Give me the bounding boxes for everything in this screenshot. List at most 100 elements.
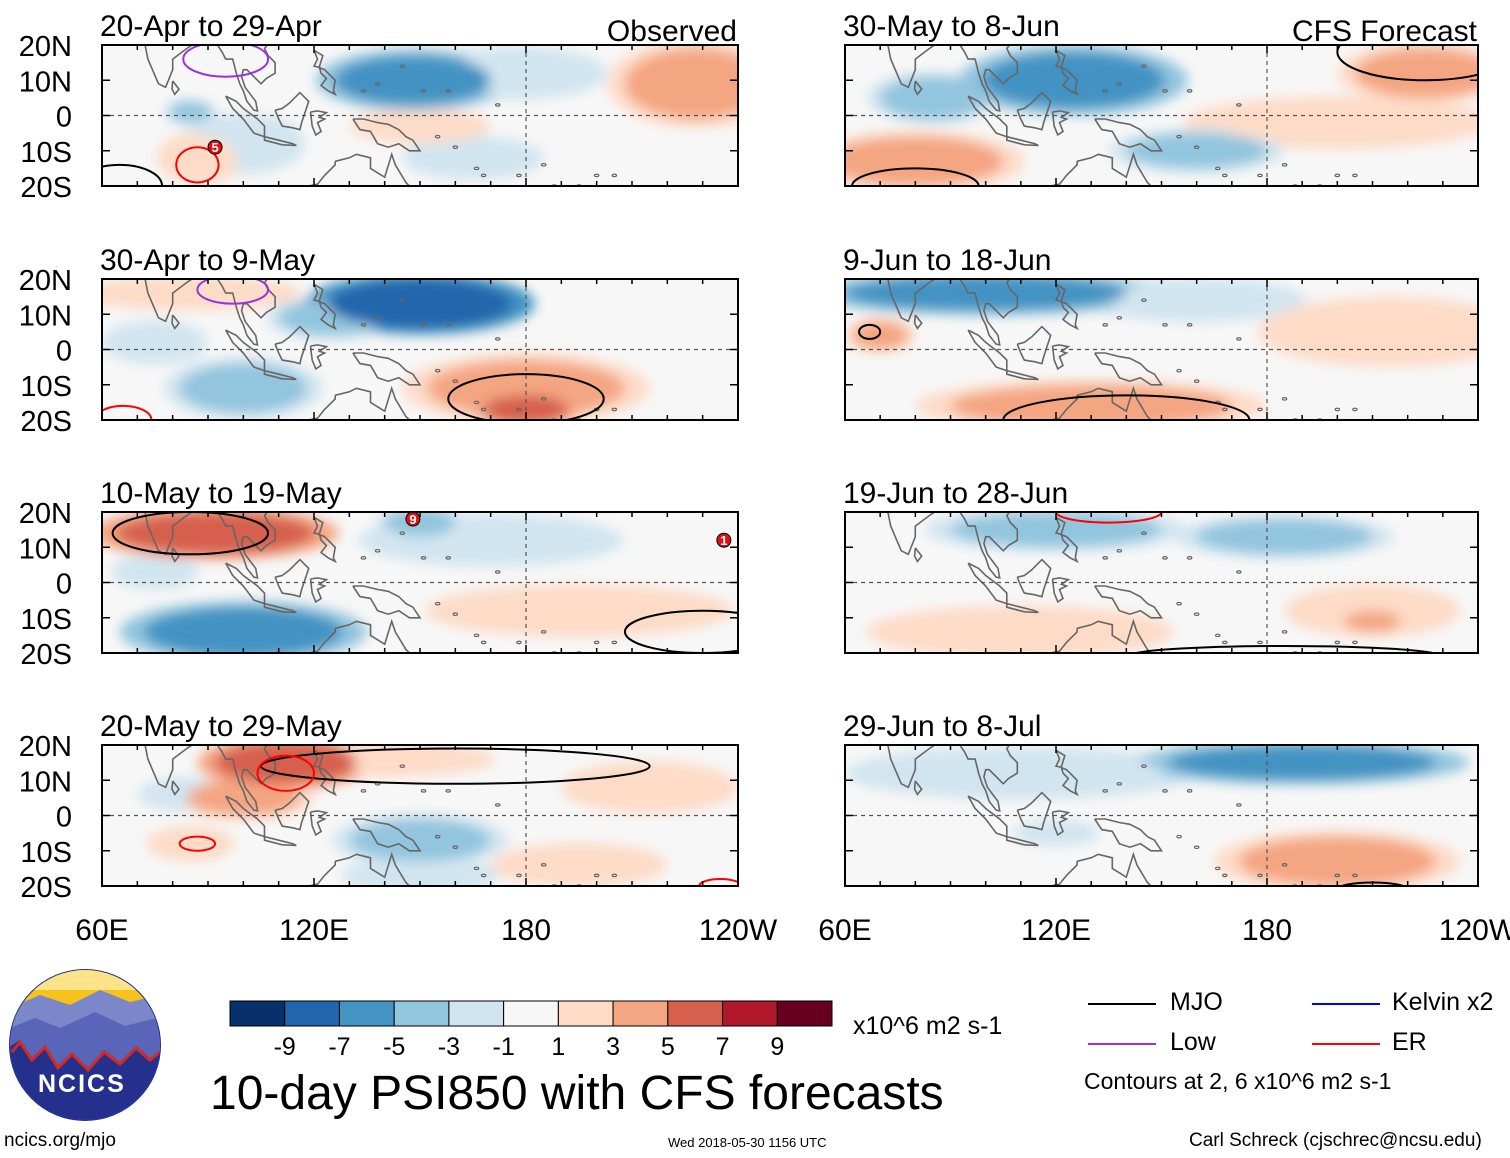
y-tick-label: 0 [56, 336, 72, 368]
coastline [216, 512, 276, 579]
island [540, 630, 547, 634]
anomaly-blob [455, 589, 703, 632]
coastline [1016, 91, 1052, 131]
colorbar-swatch [776, 1000, 833, 1027]
coastline [1054, 49, 1079, 97]
coastline [309, 110, 329, 137]
logo-temperature-line [10, 1039, 160, 1073]
island [1186, 556, 1193, 560]
coastline [1046, 161, 1078, 186]
island [473, 400, 480, 405]
x-tick-label: 120E [1021, 914, 1091, 947]
coastline [335, 851, 410, 886]
anomaly-blob [1214, 101, 1461, 144]
panel-left-1: 30-Apr to 9-May [100, 244, 739, 421]
coastline [913, 780, 923, 796]
colorbar-swatch [338, 1000, 395, 1027]
coastline [309, 577, 329, 604]
island [399, 298, 406, 302]
island [1236, 337, 1242, 341]
island [420, 323, 427, 327]
island [480, 873, 487, 878]
panel-title: 30-May to 8-Jun [843, 10, 1060, 43]
coastline [274, 558, 310, 598]
island [1102, 323, 1109, 327]
coastline [225, 329, 266, 372]
anomaly-blob [852, 321, 909, 350]
coastline [1046, 861, 1078, 886]
anomaly-blob [982, 52, 1166, 109]
island [1222, 873, 1228, 878]
island [1162, 323, 1168, 327]
island [1162, 89, 1168, 93]
colorbar-swatch [284, 1000, 340, 1027]
island [1281, 863, 1288, 867]
coastline [887, 745, 937, 789]
island [1176, 601, 1182, 606]
anomaly-blob [950, 512, 1162, 548]
island [1116, 548, 1123, 553]
coastline [913, 314, 923, 330]
island [540, 397, 547, 401]
island [576, 184, 582, 186]
panel-ticks [101, 44, 739, 187]
coastlines [887, 512, 1358, 653]
anomaly-field [845, 745, 1470, 886]
coastlines [887, 279, 1358, 420]
y-tick-label: 20N [19, 731, 72, 763]
island [1334, 873, 1341, 878]
coastline [1054, 283, 1079, 331]
legend-line-low [1088, 1043, 1156, 1045]
colorbar-swatch [503, 1000, 559, 1027]
logo-text: NCICS [38, 1070, 126, 1098]
panel-right-1: 9-Jun to 18-Jun [843, 244, 1479, 421]
colorbar-tick-label: -5 [383, 1033, 405, 1061]
island [473, 166, 480, 171]
y-tick-label: 10S [20, 371, 72, 403]
island [540, 863, 547, 867]
panel-title: 10-May to 19-May [100, 477, 342, 510]
coastline [967, 795, 1008, 838]
island [434, 368, 441, 373]
x-tick-label: 60E [75, 914, 128, 947]
island [360, 323, 367, 327]
island [1352, 407, 1358, 412]
island [1176, 134, 1182, 139]
colorbar-tick-label: -1 [493, 1033, 515, 1061]
legend-line-er [1312, 1043, 1380, 1045]
island [445, 323, 452, 327]
island [611, 873, 618, 878]
island [452, 845, 459, 850]
y-tick-label: 10S [20, 604, 72, 636]
island [1176, 834, 1182, 839]
anomaly-blob [1284, 303, 1478, 361]
coastline [216, 279, 276, 346]
tropical-cyclone-icon: 5 [207, 139, 223, 155]
panel-right-2: 19-Jun to 28-Jun [843, 477, 1479, 654]
coastline [1051, 344, 1071, 371]
coastline [144, 745, 194, 789]
contour-er [256, 754, 316, 792]
coastline [312, 516, 337, 564]
coastline [216, 45, 276, 112]
anomaly-blob [1302, 589, 1443, 632]
colorbar: -9 -7 -5 -3 -1 1 3 5 7 9 [229, 1000, 833, 1061]
anomaly-field [102, 512, 734, 653]
footer-url-link[interactable]: ncics.org/mjo [4, 1130, 116, 1151]
island [1236, 570, 1242, 574]
panel-title: 19-Jun to 28-Jun [843, 477, 1068, 510]
coastline [335, 618, 410, 653]
island [1352, 873, 1358, 878]
anomaly-blob [1108, 282, 1285, 318]
coastline [263, 602, 297, 614]
anomaly-blob [116, 512, 314, 555]
colorbar-swatch [448, 1000, 505, 1027]
island [480, 173, 487, 178]
coastline [144, 279, 194, 323]
panel-ticks [101, 511, 739, 654]
island [1193, 612, 1200, 617]
x-tick-label: 180 [501, 914, 551, 947]
anomaly-blob [427, 360, 625, 417]
anomaly-blob [950, 384, 1232, 420]
anomaly-blob [1126, 133, 1267, 169]
